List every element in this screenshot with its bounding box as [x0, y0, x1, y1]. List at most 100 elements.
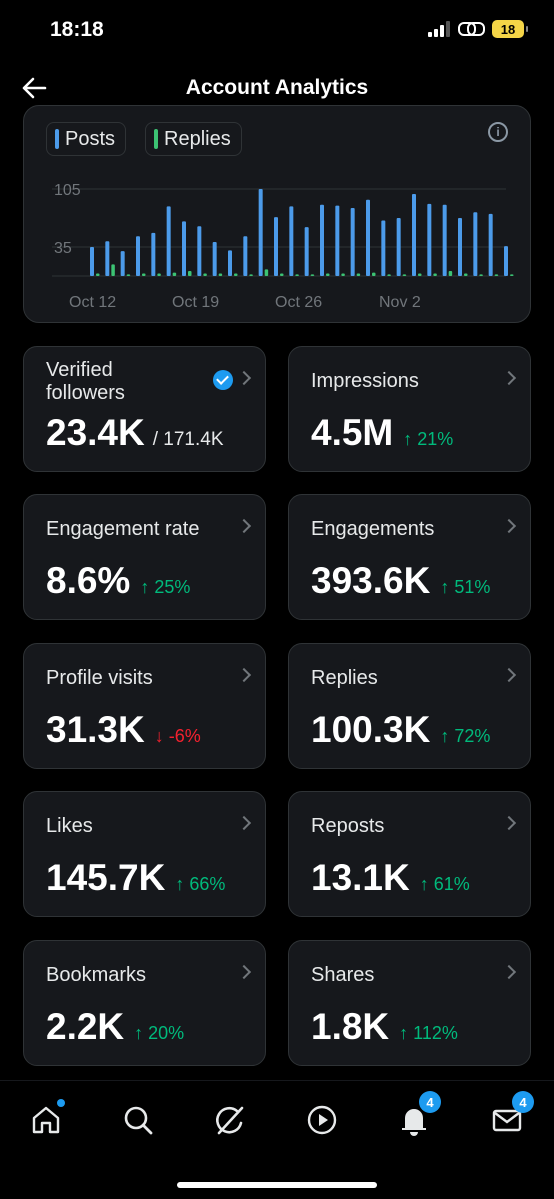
metric-card-replies[interactable]: Replies 100.3K ↑ 72% [288, 643, 531, 769]
status-time: 18:18 [50, 18, 104, 41]
signal-icon [428, 21, 450, 37]
metric-value-row: 145.7K ↑ 66% [46, 857, 225, 899]
notifications-icon[interactable]: 4 [397, 1091, 441, 1137]
replies-bar-7 [203, 273, 207, 276]
x-tick-label: Oct 19 [172, 294, 219, 311]
metric-change: ↑ 72% [440, 726, 491, 746]
replies-bar-15 [326, 273, 330, 276]
replies-bar-16 [341, 273, 345, 276]
metric-card-engagement-rate[interactable]: Engagement rate 8.6% ↑ 25% [23, 494, 266, 620]
metric-value: 4.5M [311, 412, 394, 453]
posts-bar-8 [212, 242, 217, 276]
metric-value: 145.7K [46, 857, 166, 898]
posts-bar-7 [197, 226, 202, 276]
metric-card-reposts[interactable]: Reposts 13.1K ↑ 61% [288, 791, 531, 917]
replies-bar-13 [295, 274, 299, 276]
metric-change: ↑ 66% [175, 874, 226, 894]
metric-value: 8.6% [46, 560, 131, 601]
posts-bar-26 [488, 213, 493, 276]
page-title: Account Analytics [185, 76, 369, 99]
posts-bar-13 [289, 206, 294, 276]
metric-label: Engagement rate [46, 518, 200, 540]
chevron-right-icon [501, 667, 517, 683]
status-icons: 18 [428, 20, 528, 38]
posts-bar-5 [166, 206, 171, 276]
posts-bar-20 [396, 218, 401, 276]
metric-value-row: 8.6% ↑ 25% [46, 560, 190, 602]
search-icon[interactable] [121, 1103, 155, 1137]
metric-value: 31.3K [46, 709, 145, 750]
home-icon[interactable] [29, 1099, 65, 1137]
posts-bar-18 [366, 199, 370, 276]
posts-bar-12 [274, 217, 278, 276]
metric-value-row: 1.8K ↑ 112% [311, 1006, 458, 1048]
info-icon[interactable]: i [488, 122, 508, 142]
metric-value-row: 13.1K ↑ 61% [311, 857, 470, 899]
replies-bar-0 [96, 273, 100, 276]
replies-bar-2 [126, 274, 131, 276]
chevron-right-icon [501, 370, 517, 386]
replies-bar-27 [510, 274, 514, 276]
replies-bar-22 [433, 273, 437, 276]
metric-value: 393.6K [311, 560, 431, 601]
chevron-right-icon [501, 518, 517, 534]
home-dot [57, 1099, 65, 1107]
messages-badge: 4 [512, 1091, 534, 1113]
chevron-right-icon [236, 518, 252, 534]
posts-bar-22 [427, 203, 432, 276]
legend-replies-label: Replies [164, 127, 231, 150]
posts-bar-14 [304, 227, 309, 276]
replies-bar-26 [494, 274, 499, 276]
metric-card-profile-visits[interactable]: Profile visits 31.3K ↓ -6% [23, 643, 266, 769]
posts-bar-6 [182, 221, 186, 276]
chevron-right-icon [236, 370, 252, 386]
legend-posts[interactable]: Posts [46, 122, 127, 156]
metric-card-engagements[interactable]: Engagements 393.6K ↑ 51% [288, 494, 531, 620]
messages-icon[interactable]: 4 [490, 1091, 534, 1137]
posts-bar-23 [442, 204, 447, 276]
replies-bar-19 [387, 274, 391, 276]
metric-card-shares[interactable]: Shares 1.8K ↑ 112% [288, 940, 531, 1066]
replies-bar-23 [448, 271, 453, 276]
metric-value: 13.1K [311, 857, 410, 898]
replies-bar-10 [249, 274, 253, 276]
grok-icon[interactable] [213, 1103, 247, 1137]
metric-label: Likes [46, 815, 93, 837]
chevron-right-icon [236, 667, 252, 683]
replies-bar-3 [142, 273, 146, 276]
metric-card-verified-followers[interactable]: Verified followers 23.4K / 171.4K [23, 346, 266, 472]
replies-bar-24 [464, 273, 468, 276]
metric-card-bookmarks[interactable]: Bookmarks 2.2K ↑ 20% [23, 940, 266, 1066]
posts-bar-9 [228, 250, 232, 276]
posts-bar-2 [120, 251, 125, 276]
metric-card-likes[interactable]: Likes 145.7K ↑ 66% [23, 791, 266, 917]
posts-bar-15 [320, 204, 324, 276]
metric-value-row: 4.5M ↑ 21% [311, 412, 453, 454]
back-arrow-icon[interactable] [20, 74, 48, 102]
y-tick-label: 105 [54, 182, 81, 199]
metric-change: ↑ 112% [399, 1023, 458, 1043]
metric-value: 100.3K [311, 709, 431, 750]
metric-card-impressions[interactable]: Impressions 4.5M ↑ 21% [288, 346, 531, 472]
video-icon[interactable] [305, 1103, 339, 1137]
metric-label: Impressions [311, 370, 419, 392]
chart-card: 105 35 Oct 12 Oct 19 Oct 26 Nov 2 Posts Repli… [23, 105, 531, 323]
replies-bar-18 [372, 272, 376, 276]
battery-icon: 18 [492, 20, 528, 38]
posts-swatch [55, 129, 59, 149]
metric-value: 23.4K [46, 412, 145, 453]
metric-label: Reposts [311, 815, 385, 837]
posts-bar-25 [473, 212, 478, 276]
status-bar: 18:18 18 [0, 0, 554, 60]
legend-replies[interactable]: Replies [145, 122, 242, 156]
metric-change: ↓ -6% [154, 726, 201, 746]
replies-bar-17 [356, 273, 361, 276]
posts-bar-11 [258, 189, 263, 276]
replies-swatch [154, 129, 158, 149]
x-tick-label: Oct 12 [69, 294, 116, 311]
metric-label: Profile visits [46, 667, 153, 689]
metric-value: 2.2K [46, 1006, 125, 1047]
notifications-badge: 4 [419, 1091, 441, 1113]
metric-label: Replies [311, 667, 378, 689]
replies-bar-11 [264, 269, 269, 276]
